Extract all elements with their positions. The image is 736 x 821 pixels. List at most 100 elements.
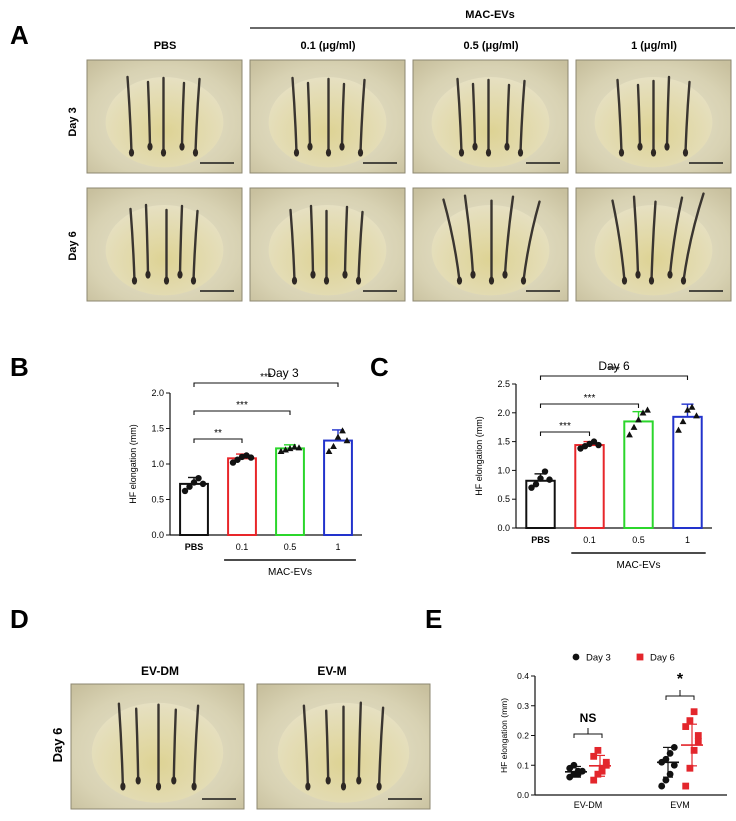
panel-letter-e: E [425,604,442,634]
panel-a-col-05: 0.5 (μg/ml) [463,40,518,52]
hair-shaft [611,199,626,282]
y-tick-label: 0.1 [517,760,529,770]
hair-bulb [305,782,311,791]
data-point [343,437,351,444]
significance-bracket [665,690,695,700]
data-point [190,479,198,486]
y-tick-label: 0.2 [517,731,529,741]
hair-bulb [488,276,495,285]
x-tick-label: EVM [670,800,690,810]
hair-shaft [135,707,140,782]
x-tick-label: PBS [185,542,204,552]
hair-bulb [520,276,527,285]
hair-shaft [636,83,642,148]
photo-a-1-1 [249,187,406,302]
hair-bulb [120,782,126,791]
data-point [686,764,694,772]
hair-bulb [135,776,141,785]
panel-d-row-label: Day 6 [50,728,65,763]
data-point [590,438,598,445]
y-tick-label: 0.4 [517,671,529,681]
significance-bracket [539,375,689,380]
hair-bulb [342,270,348,279]
hair-shaft [357,701,362,782]
panel-a-row-day3: Day 3 [67,107,79,136]
significance-bracket [193,438,243,443]
hair-bulb [293,148,300,157]
bar-0.5 [623,420,654,529]
hair-bulb [171,776,177,785]
photo-a-1-2 [412,187,569,302]
hair-shaft [178,204,184,276]
hair-shaft [126,75,133,154]
y-tick-label: 1.5 [497,437,510,447]
hair-shaft [192,209,199,282]
significance-label: *** [260,372,272,383]
data-point [690,708,698,716]
data-point [630,423,638,430]
photo-d-evm [256,683,431,810]
data-point [688,403,696,410]
hair-shaft [180,81,186,148]
data-point [330,442,337,449]
hair-bulb [680,276,687,285]
significance-bracket [193,410,291,415]
hair-bulb [145,270,151,279]
legend-marker [636,653,644,661]
hair-bulb [517,148,524,157]
hair-bulb [340,782,347,791]
hair-bulb [163,276,170,285]
hair-shaft [650,200,657,282]
hair-bulb [355,276,362,285]
chart-e-scatter: 0.0 0.1 0.2 0.3 0.4 HF elongation (mm) Day 3 Da… [499,653,727,810]
y-tick-label: 2.0 [151,388,164,398]
hair-bulb [618,148,625,157]
panel-letter-b: B [10,352,29,382]
y-tick-label: 0.3 [517,701,529,711]
significance-bracket [193,382,339,387]
hair-shaft [359,78,366,154]
bar-0.1 [227,457,257,537]
data-point [686,717,694,725]
x-tick-label: 0.5 [284,542,297,552]
hair-shaft [616,78,623,154]
hair-shaft [682,192,705,282]
hair-shaft [325,709,330,782]
y-tick-label: 0.5 [497,494,510,504]
data-point [682,782,690,790]
legend-label: Day 3 [586,653,611,664]
hair-bulb [339,142,345,151]
y-axis-label: HF elongation (mm) [128,424,138,504]
significance-label: *** [559,421,571,432]
legend-label: Day 6 [650,653,675,664]
data-point [186,483,193,490]
data-point [339,427,346,434]
y-tick-label: 0.0 [497,523,510,533]
data-point [528,484,535,491]
photo-a-0-3 [575,59,732,174]
hair-shaft [172,708,177,782]
hair-shaft [684,80,691,154]
hair-bulb [325,776,331,785]
data-point [675,426,682,433]
x-tick-label: 1 [685,535,690,545]
y-tick-label: 0.0 [151,530,164,540]
panel-d-col-evm: EV-M [317,664,346,678]
y-tick-label: 2.0 [497,408,510,418]
data-point [635,416,642,423]
significance-label: * [677,671,684,688]
hair-shaft [471,82,477,148]
y-axis-label: HF elongation (mm) [474,416,484,496]
y-tick-label: 0.0 [517,790,529,800]
hair-shaft [144,203,150,276]
data-point [199,480,207,488]
hair-bulb [485,148,492,157]
hair-shaft [309,204,315,276]
significance-bracket [539,431,591,436]
data-point [690,746,698,754]
hair-shaft [117,702,125,788]
photo-a-1-3 [575,187,732,302]
data-point [295,444,303,451]
hair-shaft [442,198,461,282]
